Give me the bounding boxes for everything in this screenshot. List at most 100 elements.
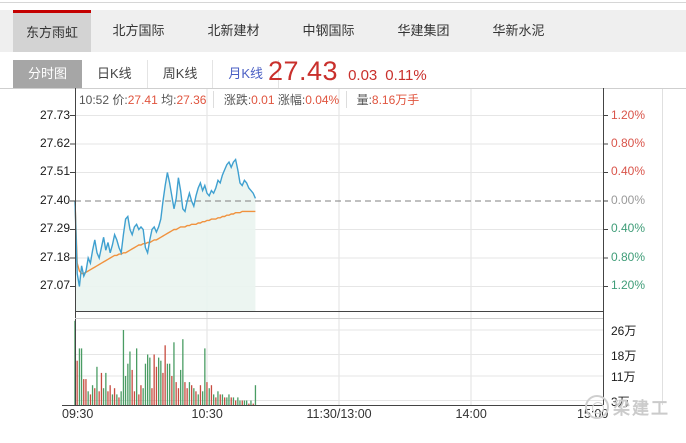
volume-bar	[122, 330, 125, 405]
avg-price-line	[74, 200, 256, 275]
stock-tab-6[interactable]: 华新水泥	[492, 23, 545, 38]
volume-bar	[175, 382, 177, 405]
volume-bar	[252, 403, 254, 405]
volume-bar	[180, 369, 182, 405]
time-axis-label-3: 14:00	[455, 407, 487, 421]
volume-bar	[191, 385, 193, 405]
volume-bar	[149, 357, 151, 405]
volume-axis-label-1: 18万	[611, 348, 637, 363]
volume-bar	[136, 348, 138, 405]
stock-tab-1[interactable]: 东方雨虹	[13, 10, 91, 52]
volume-bar	[224, 397, 226, 405]
volume-bar	[98, 391, 100, 405]
volume-bar	[140, 385, 142, 405]
stock-tab-5[interactable]: 华建集团	[397, 23, 450, 38]
top-divider	[0, 2, 686, 3]
percent-axis-label-5: 0.80%	[611, 249, 646, 264]
price-axis-label-4: 27.29	[39, 221, 70, 236]
volume-bar	[151, 388, 153, 405]
volume-bar	[206, 382, 208, 405]
volume-axis-label-2: 11万	[611, 369, 636, 384]
volume-bar	[105, 372, 107, 405]
volume-bar	[138, 394, 140, 405]
info-vol-label: 量:	[356, 93, 372, 107]
volume-axis-label-3: 3万	[611, 394, 630, 409]
percent-axis-label-3: 0.00%	[611, 192, 646, 207]
volume-bar	[250, 400, 252, 405]
stock-tab-3[interactable]: 北新建材	[207, 23, 260, 38]
volume-bar	[153, 354, 155, 405]
watermark-logo-icon	[585, 394, 609, 419]
volume-bar	[162, 372, 164, 405]
info-volume-segment: 量:8.16万手	[357, 91, 427, 108]
volume-bar	[78, 348, 81, 405]
volume-bar	[102, 388, 105, 405]
volume-bar	[213, 394, 215, 405]
chart-canvas[interactable]	[0, 88, 686, 425]
volume-bar	[248, 403, 250, 405]
info-price: 27.41	[127, 93, 158, 107]
period-tab-4[interactable]: 月K线	[213, 60, 280, 88]
info-price-segment: 10:52 价:27.41 均:27.36	[79, 91, 215, 108]
volume-bar	[166, 363, 169, 405]
volume-bar	[100, 372, 103, 405]
volume-bar	[120, 391, 122, 405]
info-chg-label: 涨跌:	[223, 93, 252, 107]
price-change-percent: 0.11%	[385, 67, 427, 84]
volume-bar	[89, 394, 92, 405]
volume-bar	[217, 391, 219, 405]
info-price-label: 价:	[112, 93, 128, 107]
volume-bar	[243, 400, 246, 405]
period-tab-2[interactable]: 日K线	[82, 60, 148, 88]
volume-bar	[188, 382, 191, 405]
info-vol: 8.16万手	[371, 93, 420, 107]
period-tab-1[interactable]: 分时图	[13, 60, 83, 88]
period-bar: 分时图 日K线 周K线 月K线 27.43 0.03 0.11%	[0, 56, 686, 88]
quote-summary: 27.43 0.03 0.11%	[268, 56, 427, 90]
volume-bar	[96, 366, 98, 405]
stock-tab-4[interactable]: 中钢国际	[302, 23, 355, 38]
watermark: 梁建工	[585, 394, 670, 419]
percent-axis-label-4: 0.40%	[611, 221, 646, 236]
stock-tab-2[interactable]: 北方国际	[112, 23, 165, 38]
volume-bar	[235, 400, 237, 405]
price-line	[74, 157, 257, 287]
time-axis-label-2: 11:30/13:00	[306, 407, 372, 421]
volume-bar	[107, 391, 109, 405]
percent-axis-label-0: 1.20%	[611, 107, 646, 122]
price-axis-label-2: 27.51	[39, 164, 70, 179]
period-tab-3[interactable]: 周K线	[147, 60, 214, 88]
volume-bar	[76, 360, 78, 405]
intraday-chart[interactable]: 10:52 价:27.41 均:27.36 涨跌:0.01 涨幅:0.04% 量…	[0, 88, 686, 425]
volume-bar	[109, 385, 111, 405]
info-pct: 0.04%	[305, 93, 340, 107]
percent-axis-label-2: 0.40%	[611, 164, 646, 179]
info-change-segment: 涨跌:0.01 涨幅:0.04%	[223, 91, 348, 108]
price-axis-label-6: 27.07	[39, 278, 70, 293]
volume-bar	[208, 388, 210, 405]
volume-bar	[74, 320, 76, 405]
volume-bar	[164, 345, 166, 405]
info-chg: 0.01	[251, 93, 275, 107]
percent-axis-label-6: 1.20%	[611, 278, 646, 293]
volume-bar	[228, 394, 230, 405]
price-axis-label-0: 27.73	[39, 107, 70, 122]
price-change: 0.03	[348, 67, 378, 84]
volume-bar	[237, 397, 239, 405]
price-axis-label-3: 27.40	[39, 192, 70, 207]
volume-bar	[171, 376, 173, 405]
volume-bar	[210, 385, 213, 405]
volume-bar	[215, 397, 217, 405]
volume-bar	[182, 339, 184, 405]
info-time: 10:52	[79, 93, 110, 107]
volume-bar	[195, 391, 197, 405]
volume-bar	[113, 388, 116, 405]
volume-bar	[131, 369, 133, 405]
volume-bar	[173, 342, 175, 405]
time-axis-label-1: 10:30	[191, 407, 223, 421]
volume-axis-label-0: 26万	[611, 324, 637, 338]
volume-bar	[202, 391, 204, 405]
volume-bar	[124, 376, 127, 405]
volume-bar	[221, 394, 224, 405]
